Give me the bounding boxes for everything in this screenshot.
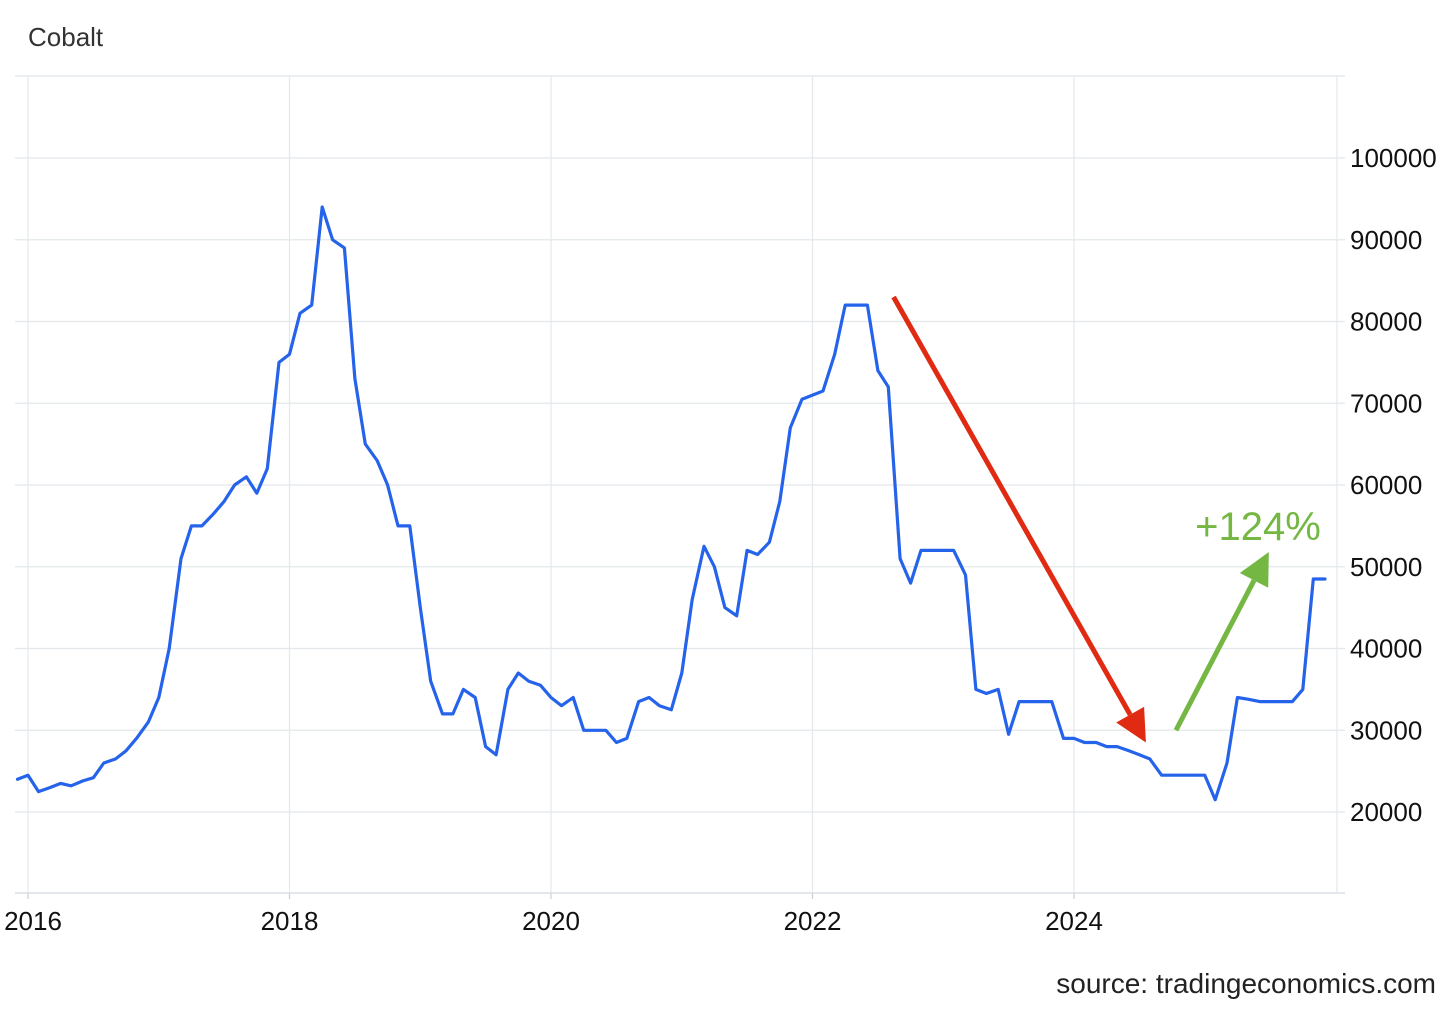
grid-layer	[15, 75, 1345, 899]
decline-arrow-shaft	[891, 295, 1133, 716]
decline-arrow-head	[1116, 706, 1146, 743]
x-tick-label: 2020	[522, 906, 580, 936]
x-tick-label: 2024	[1045, 906, 1103, 936]
y-tick-label: 40000	[1350, 634, 1422, 664]
y-tick-label: 60000	[1350, 470, 1422, 500]
rise-arrow-head	[1239, 552, 1269, 588]
x-tick-label: 2018	[261, 906, 319, 936]
y-tick-label: 80000	[1350, 307, 1422, 337]
line-layer	[15, 205, 1327, 802]
y-tick-label: 100000	[1350, 143, 1437, 173]
annotation-layer: +124%	[891, 295, 1321, 743]
chart-title: Cobalt	[28, 22, 104, 52]
y-tick-label: 20000	[1350, 797, 1422, 827]
rise-percentage-label: +124%	[1195, 505, 1321, 549]
x-tick-label: 2022	[784, 906, 842, 936]
y-tick-label: 50000	[1350, 552, 1422, 582]
cobalt-price-line	[15, 205, 1327, 802]
y-tick-label: 30000	[1350, 715, 1422, 745]
rise-arrow-shaft	[1173, 579, 1257, 732]
source-label: source: tradingeconomics.com	[1056, 968, 1436, 999]
axis-layer: 20000 30000 40000 50000 60000 70000 80000 90000…	[4, 143, 1437, 936]
x-tick-label: 2016	[4, 906, 62, 936]
y-tick-label: 70000	[1350, 388, 1422, 418]
y-tick-label: 90000	[1350, 225, 1422, 255]
